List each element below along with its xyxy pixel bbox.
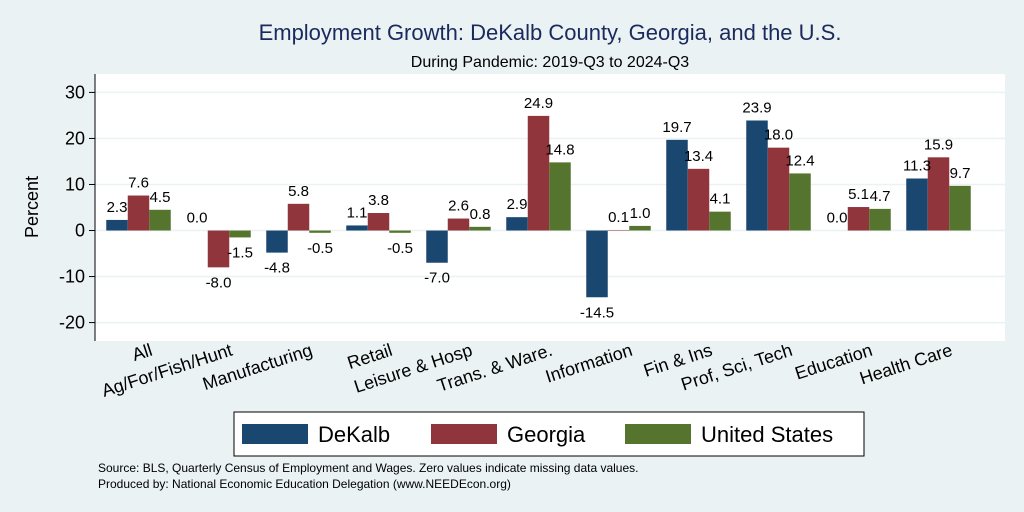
chart-subtitle: During Pandemic: 2019-Q3 to 2024-Q3 [411,54,689,71]
bar-georgia [127,195,150,231]
value-label: -0.5 [387,240,413,257]
value-labels: 2.37.64.5 0.0 -8.0 -1.5 -4.8 5.8 -0.5 1.13.8 -0.… [107,95,971,321]
value-label: 0.1 [608,209,629,226]
value-label: -8.0 [206,274,232,291]
bar-georgia [607,230,630,231]
bar-united-states [549,162,571,231]
value-label: 4.5 [150,189,171,206]
bar-united-states [789,173,811,231]
value-label: -4.8 [264,260,290,277]
y-tick-label: -20 [59,313,85,333]
value-label: -7.0 [424,270,450,287]
legend-label-dekalb: DeKalb [318,422,390,447]
value-label: 0.8 [470,206,491,223]
value-label: 13.4 [684,148,713,165]
value-label: 2.9 [507,196,528,213]
value-label: 23.9 [742,99,771,116]
legend: DeKalb Georgia United States [233,411,865,457]
legend-box [233,411,865,457]
bar-dekalb [746,120,768,231]
value-label: 18.0 [764,127,793,144]
value-label: 1.0 [630,205,651,222]
bar-georgia [687,168,710,231]
y-tick-label: 20 [65,128,85,148]
bar-dekalb [266,230,288,253]
bar-united-states [229,230,251,238]
y-tick-label: 0 [75,221,85,241]
value-label: 9.7 [950,165,971,182]
value-label: 19.7 [662,119,691,136]
legend-label-us: United States [701,422,833,447]
bar-dekalb [426,230,448,263]
chart-title: Employment Growth: DeKalb County, Georgi… [259,20,842,45]
value-label: 5.8 [288,183,309,200]
bar-united-states [309,230,331,233]
bars [106,115,971,298]
bar-dekalb [106,219,128,231]
y-tick-label: -10 [59,267,85,287]
value-label: 14.8 [545,141,574,158]
legend-label-georgia: Georgia [507,422,586,447]
source-note: Source: BLS, Quarterly Census of Employm… [98,461,638,475]
bar-georgia [527,115,550,231]
value-label: 24.9 [524,95,553,112]
value-label: 4.1 [710,191,731,208]
bar-united-states [869,208,891,231]
value-label: 4.7 [870,188,891,205]
bar-united-states [629,225,651,231]
value-label: 2.3 [107,199,128,216]
legend-swatch-dekalb [242,424,308,444]
value-label: -0.5 [307,240,333,257]
value-label: 0.0 [187,210,208,227]
value-label: 0.0 [827,210,848,227]
bar-dekalb [906,178,928,231]
value-label: 3.8 [368,192,389,209]
bar-united-states [469,226,491,231]
y-tick-label: 10 [65,174,85,194]
value-label: 11.3 [903,157,931,174]
value-label: 1.1 [347,204,368,221]
value-label: 15.9 [924,136,953,153]
bar-united-states [149,209,171,231]
bar-united-states [709,211,731,231]
bar-united-states [389,230,411,233]
value-label: -1.5 [227,244,253,261]
y-axis-ticks: 30 20 10 0 -10 -20 [59,74,96,341]
bar-dekalb [506,217,528,231]
bar-georgia [207,230,230,268]
legend-swatch-georgia [431,424,497,444]
value-label: 2.6 [448,198,469,215]
value-label: 7.6 [128,175,149,192]
y-axis-label: Percent [22,176,42,238]
bar-georgia [927,157,950,231]
bar-georgia [447,218,470,231]
bar-georgia [767,147,790,231]
bar-dekalb [586,230,608,298]
bar-united-states [949,185,971,231]
value-label: -14.5 [580,304,614,321]
produced-by-note: Produced by: National Economic Education… [98,477,511,491]
bar-georgia [847,207,870,231]
bar-dekalb [666,139,688,231]
value-label: 5.1 [848,186,869,203]
y-tick-label: 30 [65,82,85,102]
value-label: 12.4 [785,152,814,169]
bar-georgia [287,203,310,231]
legend-swatch-us [625,424,691,444]
bar-georgia [367,213,390,231]
bar-dekalb [346,225,368,231]
